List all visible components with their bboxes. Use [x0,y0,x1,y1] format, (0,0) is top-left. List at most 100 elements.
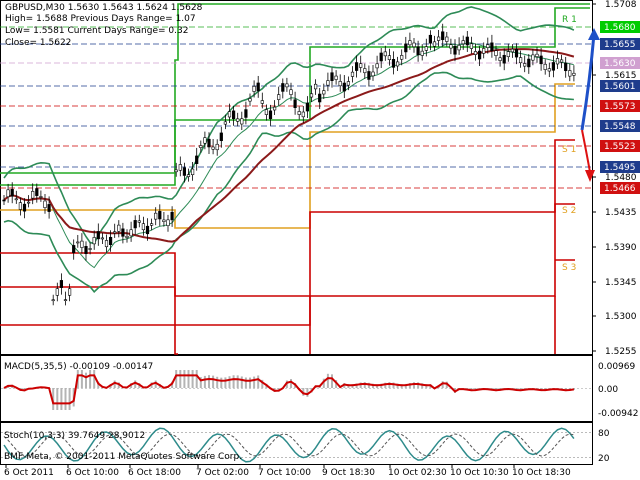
candle-body [408,40,412,46]
pivot-levels [0,3,592,355]
level-label-s2: S 2 [562,206,576,216]
candle-body [236,118,240,122]
macd-bar [363,382,366,388]
resistance-r2-line [0,7,590,186]
price-badge-text: 1.5573 [604,102,636,112]
candle-body [260,100,264,104]
candle-body [215,143,219,151]
candle-body [564,62,568,72]
candle-body [47,204,51,212]
macd-bar [80,370,83,388]
candle-body [457,44,461,51]
price-badge-text: 1.5630 [604,59,636,69]
price-badge-box [600,120,640,132]
price-badge-box [600,80,640,92]
price-badges: 1.5680 1.5655 1.5630 1.5601 1.5573 1.5548 1.55… [600,21,640,194]
candle-body [227,111,232,118]
price-tick-label: 1.5435 [605,208,637,218]
low-current-range: Low= 1.5581 Current Days Range= 0.32 [5,26,189,36]
candle-body [469,43,474,49]
candle-body [293,99,297,108]
candle-body [117,224,121,232]
macd-bar [175,370,178,388]
time-tick-label: 6 Oct 2011 [4,468,54,478]
candle-body [232,110,236,119]
macd-bar [179,370,182,388]
macd-bar [195,370,198,388]
price-badge-box [600,182,640,194]
candle-body [334,75,338,80]
candle-body [162,219,166,222]
candle-body [166,219,170,227]
candle-body [137,220,141,223]
level-label-s1: S 1 [562,145,576,155]
candle-body [498,57,502,61]
candle-body [539,55,543,65]
candle-body [51,299,55,302]
candle-body [268,110,273,120]
macd-bar [306,388,309,397]
price-tick-label: 1.5300 [605,312,637,322]
macd-bar [392,382,395,388]
macd-tick-top: 0.00969 [598,362,635,372]
macd-tick-bottom: -0.00942 [598,409,638,419]
macd-bar [257,375,260,388]
candle-body [305,102,310,112]
macd-bar [199,377,202,388]
candle-body [285,83,289,88]
candle-body [350,71,355,77]
candle-body [43,200,47,208]
candle-body [527,58,531,68]
macd-bar [134,380,137,388]
macd-tick-zero: 0.00 [598,385,618,395]
candle-body [506,51,510,58]
macd-bar [249,377,251,388]
candle-body [342,82,346,92]
candle-body [367,71,371,80]
candle-body [523,63,527,67]
price-badge-box [600,100,640,112]
macd-bar [68,388,71,410]
macd-bar [236,375,239,388]
candle-body [547,68,551,72]
candle-body [191,168,195,176]
macd-bar [322,378,325,388]
candle-body [572,72,576,76]
macd-bar [208,375,210,388]
level-label-r1: R 1 [562,15,577,25]
candle-body [309,93,314,98]
macd-bar [244,377,247,388]
candle-body [125,235,129,238]
macd-bar [60,388,63,410]
candle-body [203,137,207,144]
stoch-tick-80: 80 [598,429,610,439]
macd-bar [52,388,55,410]
macd-bar [56,388,59,410]
candle-body [436,36,441,41]
level-label-s3: S 3 [562,263,576,273]
candle-body [510,48,515,53]
bollinger-lower [3,71,574,293]
candle-body [133,220,137,229]
candle-body [121,228,125,237]
candle-body [424,46,428,51]
price-axis: 1.5708 1.5615 1.5480 1.5435 1.5390 1.5345 1.53… [592,0,637,357]
candle-body [55,288,59,296]
time-tick-label: 10 Oct 02:30 [388,468,447,478]
candle-body [272,106,277,111]
macd-bar [413,382,415,388]
price-badge-box [600,140,640,152]
candle-body [494,50,498,56]
macd-bar [85,372,87,388]
pivot-line [0,83,575,229]
candle-body [473,51,478,55]
candle-body [68,288,72,296]
time-tick-label: 10 Oct 10:30 [450,468,509,478]
macd-bar [359,382,362,388]
candle-body [391,59,396,68]
candle-body [371,71,375,77]
macd-bar [154,380,157,388]
price-tick-label: 1.5615 [605,71,637,81]
candle-body [486,44,490,48]
